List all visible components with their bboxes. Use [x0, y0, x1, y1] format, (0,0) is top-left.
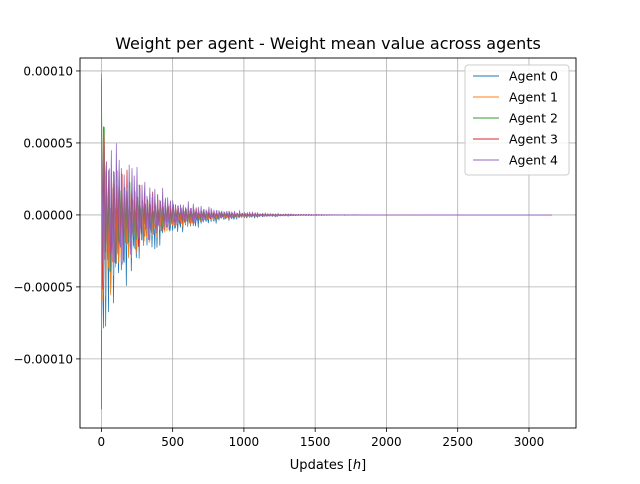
x-tick-label: 2000 — [371, 435, 402, 449]
x-tick-label: 3000 — [514, 435, 545, 449]
y-tick-label: 0.00010 — [23, 64, 73, 78]
legend-label: Agent 0 — [509, 69, 558, 84]
axis-ticks: 0 500 1000 1500 2000 2500 3000 0.00010 0.00005 0.… — [13, 64, 544, 449]
x-tick-label: 1000 — [229, 435, 260, 449]
legend-box — [464, 64, 570, 176]
x-tick-label: 0 — [98, 435, 106, 449]
y-tick-label: 0.00005 — [23, 136, 73, 150]
series-line-agent-4 — [101, 73, 552, 272]
legend: Agent 0 Agent 1 Agent 2 Agent 3 Agent 4 — [464, 64, 570, 176]
y-tick-label: −0.00005 — [13, 280, 73, 294]
x-tick-label: 1500 — [300, 435, 331, 449]
y-tick-label: −0.00010 — [13, 352, 73, 366]
legend-label: Agent 4 — [509, 153, 558, 168]
legend-label: Agent 2 — [509, 111, 558, 126]
chart-title: Weight per agent - Weight mean value acr… — [115, 34, 541, 53]
legend-label: Agent 3 — [509, 132, 558, 147]
x-tick-label: 2500 — [442, 435, 473, 449]
legend-label: Agent 1 — [509, 90, 558, 105]
x-tick-label: 500 — [161, 435, 184, 449]
y-tick-label: 0.00000 — [23, 208, 73, 222]
plot-frame — [79, 57, 577, 429]
series-group — [101, 73, 552, 410]
x-axis-label: Updates [h] — [290, 458, 366, 473]
